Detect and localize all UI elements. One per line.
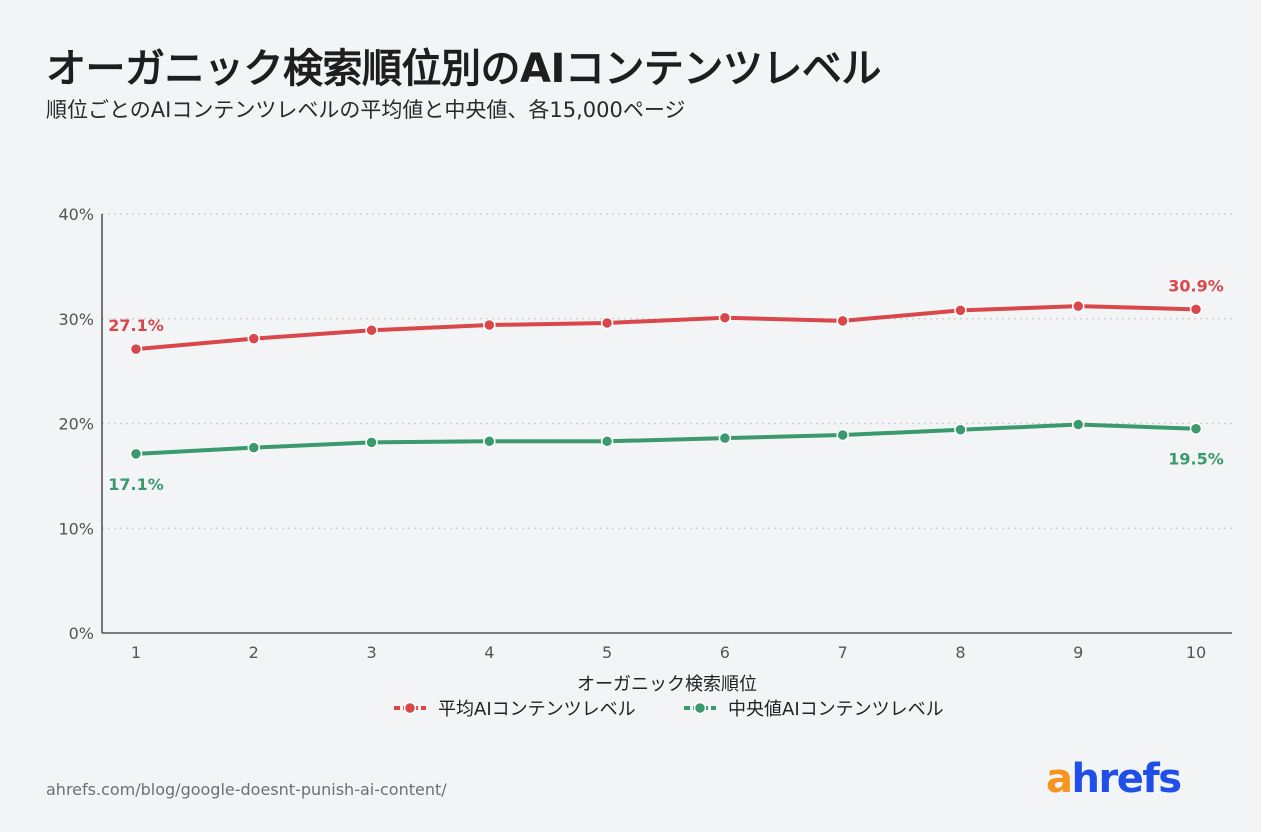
y-tick-label: 20%	[58, 415, 94, 434]
data-label: 30.9%	[1168, 276, 1224, 295]
logo-accent: a	[1046, 756, 1073, 802]
y-tick-labels: 0% 10% 20% 30% 40%	[58, 205, 94, 643]
data-point	[836, 428, 849, 442]
data-point	[718, 311, 732, 324]
legend-label: 平均AIコンテンツレベル	[438, 699, 636, 720]
data-point	[247, 332, 261, 345]
y-tick-label: 10%	[58, 519, 94, 538]
x-tick-label: 8	[955, 643, 965, 662]
legend-swatch-marker	[403, 701, 417, 715]
data-point	[1189, 422, 1203, 435]
x-tick-label: 2	[249, 643, 259, 662]
data-point	[836, 314, 849, 328]
data-point	[483, 435, 496, 448]
legend-label: 中央値AIコンテンツレベル	[728, 699, 944, 720]
data-point	[1189, 303, 1203, 316]
y-tick-label: 0%	[69, 624, 94, 643]
data-point	[247, 441, 261, 454]
ahrefs-logo: ahrefs	[1046, 756, 1183, 802]
series-layer	[129, 299, 1203, 461]
data-point	[718, 431, 732, 445]
x-tick-labels: 1 2 3 4 5 6 7 8 9 10	[131, 643, 1206, 662]
series-line	[134, 304, 1198, 352]
chart-title: オーガニック検索順位別のAIコンテンツレベル	[46, 46, 881, 92]
data-point	[954, 304, 967, 317]
axes	[101, 214, 1232, 634]
legend: 平均AIコンテンツレベル 中央値AIコンテンツレベル	[394, 699, 944, 720]
grid-lines	[102, 213, 1232, 529]
data-labels: 27.1% 30.9% 17.1% 19.5%	[108, 276, 1224, 494]
data-label: 19.5%	[1168, 450, 1224, 469]
x-tick-label: 7	[838, 643, 848, 662]
y-tick-label: 40%	[58, 205, 94, 224]
data-point	[1071, 418, 1085, 431]
logo-rest: hrefs	[1071, 756, 1183, 802]
data-point	[600, 316, 614, 330]
data-point	[129, 447, 143, 461]
source-url[interactable]: ahrefs.com/blog/google-doesnt-punish-ai-…	[46, 780, 447, 799]
x-tick-label: 9	[1073, 643, 1083, 662]
x-axis-label: オーガニック検索順位	[577, 674, 757, 695]
data-point	[483, 318, 496, 332]
data-point	[365, 324, 378, 337]
y-tick-label: 30%	[58, 310, 94, 329]
x-tick-label: 10	[1186, 643, 1206, 662]
data-label: 17.1%	[108, 475, 164, 494]
series-line	[134, 422, 1198, 456]
x-tick-label: 4	[484, 643, 494, 662]
line-chart: 0% 10% 20% 30% 40% 1 2 3 4 5 6 7 8 9 10 27.1% 30.9% 17.…	[58, 205, 1232, 720]
data-point	[365, 436, 378, 449]
data-point	[129, 342, 143, 356]
data-point	[600, 435, 614, 448]
data-point	[1071, 299, 1085, 313]
chart-subtitle: 順位ごとのAIコンテンツレベルの平均値と中央値、各15,000ページ	[46, 98, 686, 122]
legend-swatch-marker	[693, 701, 707, 715]
x-tick-label: 3	[366, 643, 376, 662]
x-tick-label: 6	[720, 643, 730, 662]
x-tick-label: 5	[602, 643, 612, 662]
x-tick-label: 1	[131, 643, 141, 662]
data-point	[954, 423, 967, 437]
data-label: 27.1%	[108, 316, 164, 335]
